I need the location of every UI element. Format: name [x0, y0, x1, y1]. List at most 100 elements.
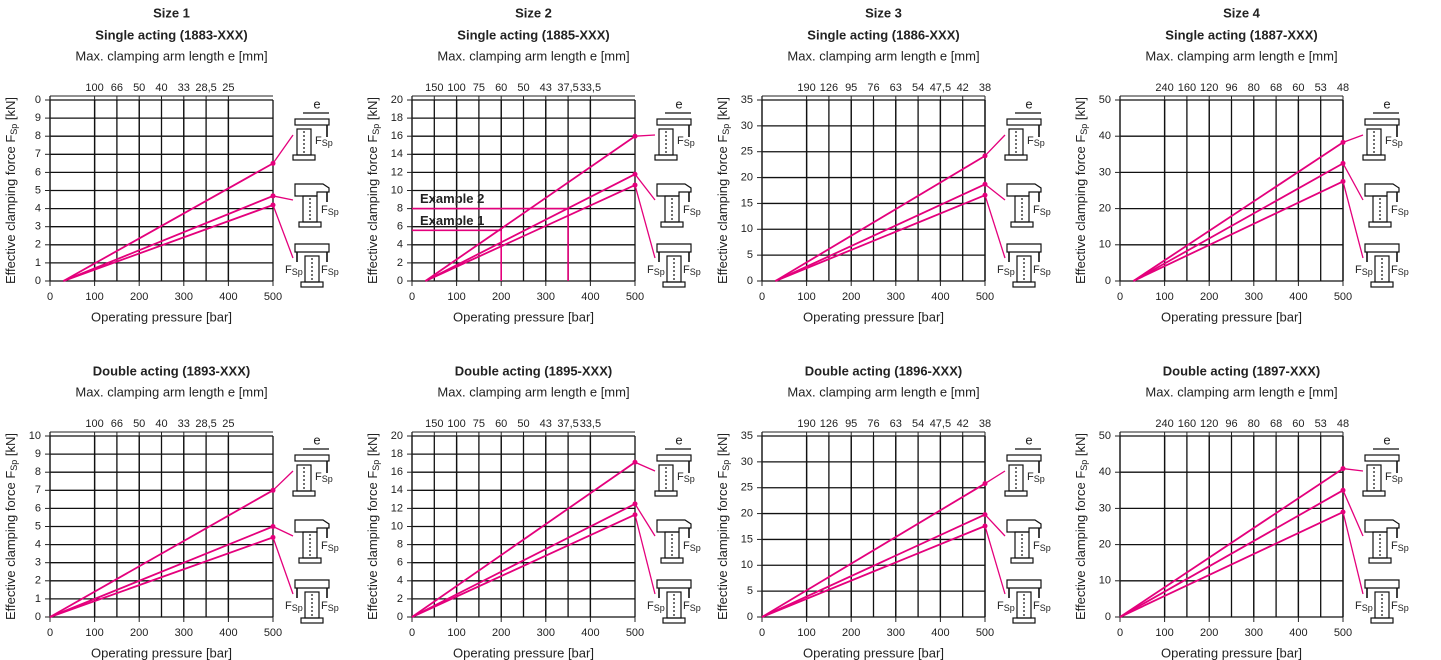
top-tick-label: 25	[222, 418, 234, 430]
arm-symbol: e	[675, 96, 682, 111]
y-label-part: [kN]	[715, 97, 730, 124]
force-sub: Sp	[654, 603, 665, 613]
force-symbol: FSp	[683, 600, 701, 613]
top-tick-label: 126	[820, 82, 838, 94]
force-letter: F	[997, 600, 1004, 612]
x-tick-label: 0	[759, 627, 765, 639]
connector	[984, 183, 1006, 201]
force-symbol: FSp	[1355, 600, 1373, 613]
y-tick-label: 2	[397, 257, 403, 269]
clamp-icon	[294, 243, 330, 288]
y-label-part: [kN]	[3, 433, 18, 460]
x-tick-label: 300	[537, 291, 555, 303]
connector	[984, 470, 1006, 485]
force-line	[774, 155, 986, 282]
top-tick-label: 37,5	[557, 82, 578, 94]
y-axis-label: Effective clamping force FSp [kN]	[1073, 97, 1089, 284]
x-tick-label: 300	[537, 627, 555, 639]
force-letter: F	[677, 135, 684, 147]
force-sub: Sp	[1004, 267, 1015, 277]
icon-base	[1368, 557, 1392, 564]
force-letter: F	[1391, 600, 1398, 612]
arm-symbol: e	[675, 432, 682, 447]
y-tick-label: 18	[391, 448, 403, 460]
clamp-icon	[1364, 519, 1400, 564]
y-label-sub: Sp	[9, 124, 19, 135]
connector	[634, 461, 656, 472]
top-tick-label: 28,5	[195, 82, 216, 94]
icon-head	[1006, 243, 1042, 253]
annotation-label: Example 1	[420, 213, 484, 228]
top-tick-label: 60	[1292, 82, 1304, 94]
force-letter: F	[647, 264, 654, 276]
force-sub: Sp	[292, 603, 303, 613]
clamp-icon	[1004, 448, 1042, 497]
y-tick-label: 20	[741, 171, 753, 183]
force-sub: Sp	[1040, 267, 1051, 277]
force-symbol: FSp	[997, 264, 1015, 277]
chart-title: Double acting (1896-XXX)	[805, 363, 962, 378]
icon-base	[1010, 557, 1034, 564]
y-tick-label: 5	[747, 249, 753, 261]
force-letter: F	[285, 600, 292, 612]
force-letter: F	[321, 264, 328, 276]
force-sub: Sp	[292, 267, 303, 277]
y-tick-label: 40	[1099, 130, 1111, 142]
y-tick-label: 6	[35, 166, 41, 178]
x-tick-label: 100	[85, 627, 103, 639]
force-symbol: FSp	[1391, 204, 1409, 217]
top-tick-label: 60	[495, 418, 507, 430]
y-axis-label: Effective clamping force FSp [kN]	[3, 97, 19, 284]
top-tick-label: 33	[178, 82, 190, 94]
chart-title: Single acting (1887-XXX)	[1165, 27, 1317, 42]
x-tick-label: 200	[130, 291, 148, 303]
force-sub: Sp	[328, 603, 339, 613]
y-label-sub: Sp	[721, 460, 731, 471]
y-label-part: Effective clamping force F	[715, 135, 730, 284]
force-symbol: FSp	[1355, 264, 1373, 277]
top-tick-label: 240	[1155, 418, 1173, 430]
icon-arm	[294, 118, 330, 126]
icon-head	[1364, 243, 1400, 253]
force-line	[761, 482, 986, 618]
x-tick-label: 200	[492, 627, 510, 639]
y-tick-label: 3	[35, 557, 41, 569]
x-tick-label: 500	[626, 627, 644, 639]
top-tick-label: 50	[517, 418, 529, 430]
y-tick-label: 16	[391, 466, 403, 478]
icon-arm	[656, 454, 692, 462]
y-label-part: [kN]	[1073, 433, 1088, 460]
force-line	[49, 536, 274, 618]
clamp-icon	[1006, 243, 1042, 288]
force-symbol: FSp	[321, 600, 339, 613]
force-line	[63, 204, 274, 282]
force-symbol: FSp	[997, 600, 1015, 613]
force-sub: Sp	[1398, 603, 1409, 613]
icon-base	[1370, 281, 1394, 288]
force-sub: Sp	[1040, 603, 1051, 613]
x-tick-label: 300	[175, 627, 193, 639]
clamp-icon	[292, 112, 330, 161]
y-tick-label: 0	[1105, 275, 1111, 287]
top-tick-label: 240	[1155, 82, 1173, 94]
force-symbol: FSp	[677, 135, 695, 148]
y-tick-label: 14	[391, 148, 403, 160]
force-symbol: FSp	[285, 600, 303, 613]
arm-symbol: e	[1025, 96, 1032, 111]
force-symbol: FSp	[1033, 264, 1051, 277]
y-tick-label: 0	[747, 611, 753, 623]
connector	[984, 194, 1006, 259]
annotation-label: Example 2	[420, 191, 484, 206]
icon-base	[660, 557, 684, 564]
force-letter: F	[285, 264, 292, 276]
y-label-sub: Sp	[1079, 124, 1089, 135]
y-tick-label: 18	[391, 112, 403, 124]
top-tick-label: 66	[111, 418, 123, 430]
y-axis-label: Effective clamping force FSp [kN]	[3, 433, 19, 620]
force-sub: Sp	[1392, 474, 1403, 484]
force-line	[424, 173, 636, 282]
y-label-part: Effective clamping force F	[1073, 471, 1088, 620]
force-symbol: FSp	[285, 264, 303, 277]
x-tick-label: 500	[976, 627, 994, 639]
y-tick-label: 6	[35, 502, 41, 514]
